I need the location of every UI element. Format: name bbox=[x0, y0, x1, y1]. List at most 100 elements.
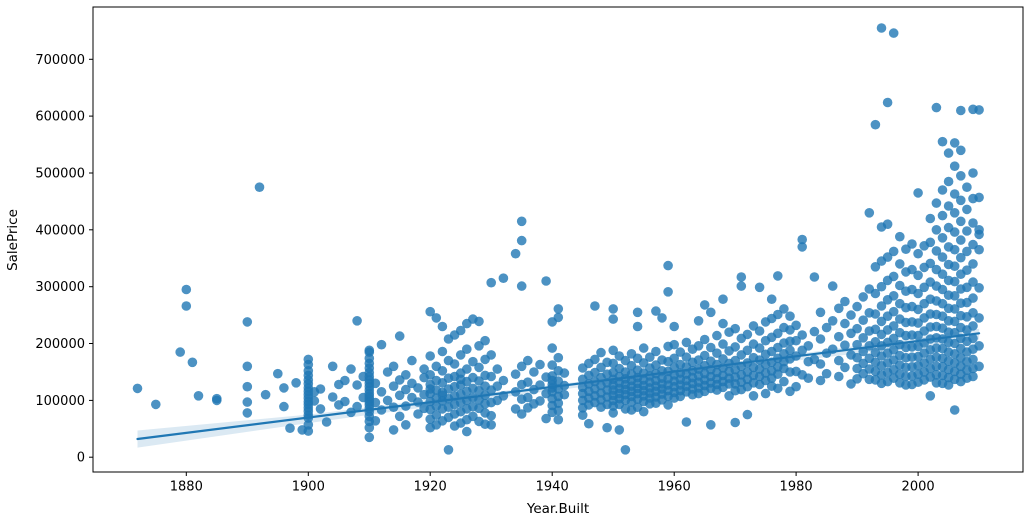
data-point bbox=[913, 188, 923, 198]
data-point bbox=[852, 301, 862, 312]
data-point bbox=[376, 405, 387, 415]
data-point bbox=[394, 411, 405, 422]
data-point bbox=[968, 277, 978, 287]
data-point bbox=[797, 330, 807, 340]
data-point bbox=[949, 227, 960, 237]
data-point bbox=[480, 335, 490, 346]
data-point bbox=[754, 343, 765, 353]
data-point bbox=[974, 313, 984, 323]
data-point bbox=[486, 277, 497, 288]
data-point bbox=[681, 337, 692, 348]
data-point bbox=[151, 399, 161, 410]
data-point bbox=[803, 341, 814, 351]
y-tick-label: 600000 bbox=[35, 110, 85, 125]
data-point bbox=[907, 264, 917, 275]
data-point bbox=[968, 259, 978, 269]
data-point bbox=[559, 368, 570, 378]
data-point bbox=[949, 161, 960, 171]
data-point bbox=[925, 391, 936, 401]
data-point bbox=[931, 225, 942, 235]
data-point bbox=[736, 281, 747, 291]
data-point bbox=[553, 304, 564, 314]
data-point bbox=[785, 345, 795, 356]
data-point bbox=[840, 340, 850, 351]
data-point bbox=[273, 368, 283, 379]
data-point bbox=[315, 404, 326, 414]
data-point bbox=[340, 375, 350, 386]
data-point bbox=[956, 252, 966, 263]
data-point bbox=[535, 396, 545, 406]
data-point bbox=[632, 321, 643, 332]
data-point bbox=[523, 392, 533, 403]
data-point bbox=[846, 310, 856, 320]
data-point bbox=[882, 252, 893, 262]
data-point bbox=[413, 409, 423, 419]
data-point bbox=[882, 97, 893, 108]
data-point bbox=[327, 392, 338, 402]
data-point bbox=[840, 362, 850, 373]
data-point bbox=[175, 347, 185, 357]
data-point bbox=[388, 425, 399, 435]
data-point bbox=[449, 359, 460, 369]
data-point bbox=[956, 171, 966, 181]
data-point bbox=[974, 192, 984, 203]
data-point bbox=[827, 281, 838, 291]
y-tick-label: 200000 bbox=[35, 337, 85, 352]
data-point bbox=[937, 233, 948, 243]
data-point bbox=[937, 210, 948, 221]
data-point bbox=[742, 329, 753, 340]
data-point bbox=[895, 231, 905, 242]
data-point bbox=[913, 288, 923, 299]
data-point bbox=[553, 405, 564, 416]
data-point bbox=[785, 311, 795, 322]
data-point bbox=[773, 271, 783, 281]
data-point bbox=[852, 352, 862, 363]
data-point bbox=[632, 307, 643, 318]
data-point bbox=[809, 272, 820, 282]
data-point bbox=[962, 246, 972, 257]
data-point bbox=[931, 198, 942, 208]
data-point bbox=[455, 350, 466, 360]
data-point bbox=[577, 410, 588, 421]
data-point bbox=[956, 235, 966, 245]
data-point bbox=[907, 239, 917, 249]
data-point bbox=[949, 276, 960, 287]
x-tick-label: 1940 bbox=[536, 480, 569, 495]
data-point bbox=[888, 28, 899, 38]
data-point bbox=[516, 409, 527, 419]
data-point bbox=[956, 105, 966, 116]
data-point bbox=[791, 320, 801, 331]
data-point bbox=[462, 344, 472, 355]
data-point bbox=[937, 136, 948, 147]
data-point bbox=[748, 391, 759, 401]
data-point bbox=[943, 380, 954, 390]
y-tick-label: 500000 bbox=[35, 167, 85, 182]
data-point bbox=[962, 182, 972, 192]
data-point bbox=[663, 287, 673, 297]
data-point bbox=[699, 300, 710, 310]
data-point bbox=[779, 304, 789, 314]
data-point bbox=[370, 378, 381, 389]
data-point bbox=[956, 195, 966, 206]
data-point bbox=[541, 276, 551, 286]
data-point bbox=[949, 316, 960, 327]
data-point bbox=[834, 371, 844, 382]
data-point bbox=[949, 189, 960, 199]
data-point bbox=[516, 281, 527, 291]
data-point bbox=[425, 306, 436, 317]
data-point bbox=[419, 364, 429, 374]
data-point bbox=[968, 293, 978, 303]
data-point bbox=[949, 138, 960, 148]
data-point bbox=[888, 306, 899, 317]
data-point bbox=[730, 342, 740, 352]
data-point bbox=[888, 271, 899, 282]
data-point bbox=[712, 330, 722, 341]
data-point bbox=[553, 414, 564, 425]
data-point bbox=[303, 354, 314, 365]
data-point bbox=[742, 345, 753, 356]
data-point bbox=[974, 283, 984, 293]
data-point bbox=[773, 369, 783, 380]
data-point bbox=[260, 389, 271, 400]
data-point bbox=[815, 359, 826, 369]
data-point bbox=[962, 265, 972, 276]
